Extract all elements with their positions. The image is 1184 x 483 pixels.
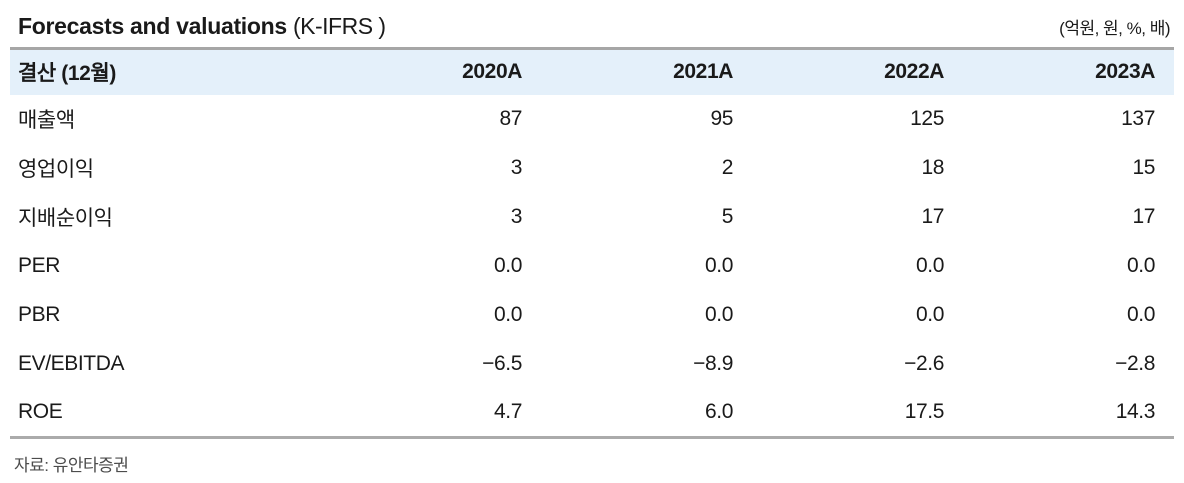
column-header-2022a: 2022A bbox=[884, 60, 944, 84]
table-title: Forecasts and valuations (K-IFRS ) bbox=[18, 13, 386, 40]
cell-value: 0.0 bbox=[916, 303, 944, 326]
cell-value: 15 bbox=[1132, 156, 1155, 179]
table-row: 매출액 87 95 125 137 bbox=[10, 95, 1174, 144]
cell-value: 2 bbox=[721, 156, 734, 179]
cell-value: 0.0 bbox=[705, 303, 733, 326]
cell-value: 0.0 bbox=[916, 254, 944, 277]
table-row: ROE 4.7 6.0 17.5 14.3 bbox=[10, 389, 1174, 438]
table-row: PBR 0.0 0.0 0.0 0.0 bbox=[10, 291, 1174, 340]
cell-value: 87 bbox=[499, 107, 522, 130]
table-row: EV/EBITDA −6.5 −8.9 −2.6 −2.8 bbox=[10, 340, 1174, 389]
cell-value: −8.9 bbox=[693, 352, 733, 375]
table-row: 지배순이익 3 5 17 17 bbox=[10, 193, 1174, 242]
row-label: 영업이익 bbox=[18, 158, 94, 181]
cell-value: 17 bbox=[1132, 205, 1155, 228]
cell-value: 0.0 bbox=[494, 303, 522, 326]
table-title-main: Forecasts and valuations bbox=[18, 13, 293, 39]
table-titlebar: Forecasts and valuations (K-IFRS ) (억원, … bbox=[0, 0, 1184, 47]
cell-value: 0.0 bbox=[1127, 303, 1155, 326]
cell-value: −2.6 bbox=[904, 352, 944, 375]
column-header-2021a: 2021A bbox=[673, 60, 733, 84]
cell-value: 137 bbox=[1121, 107, 1155, 130]
cell-value: 14.3 bbox=[1115, 400, 1156, 424]
row-label: 지배순이익 bbox=[18, 207, 113, 230]
source-note: 자료: 유안타증권 bbox=[14, 456, 129, 475]
row-label: PBR bbox=[18, 303, 60, 326]
cell-value: 3 bbox=[510, 205, 523, 228]
table-row: 영업이익 3 2 18 15 bbox=[10, 144, 1174, 193]
cell-value: 18 bbox=[921, 156, 944, 179]
row-label: 매출액 bbox=[18, 109, 75, 132]
cell-value: −6.5 bbox=[482, 352, 522, 375]
cell-value: −2.8 bbox=[1115, 352, 1155, 375]
cell-value: 17.5 bbox=[904, 400, 945, 424]
table-row: PER 0.0 0.0 0.0 0.0 bbox=[10, 242, 1174, 291]
row-label: PER bbox=[18, 254, 60, 277]
cell-value: 0.0 bbox=[494, 254, 522, 277]
row-label: EV/EBITDA bbox=[18, 352, 125, 375]
cell-value: 6.0 bbox=[705, 400, 733, 424]
table-header-row: 결산 (12월) 2020A 2021A 2022A 2023A bbox=[10, 48, 1174, 95]
units-note: (억원, 원, %, 배) bbox=[1059, 19, 1170, 38]
forecasts-table: 결산 (12월) 2020A 2021A 2022A 2023A 매출액 87 … bbox=[10, 47, 1174, 439]
cell-value: 5 bbox=[721, 205, 734, 228]
table-title-standard: (K-IFRS ) bbox=[292, 13, 386, 39]
cell-value: 95 bbox=[710, 107, 733, 130]
row-label: ROE bbox=[18, 400, 63, 424]
cell-value: 17 bbox=[921, 205, 944, 228]
column-header-2023a: 2023A bbox=[1095, 60, 1155, 84]
cell-value: 0.0 bbox=[1127, 254, 1155, 277]
cell-value: 4.7 bbox=[494, 400, 522, 424]
cell-value: 3 bbox=[510, 156, 523, 179]
cell-value: 0.0 bbox=[705, 254, 733, 277]
column-header-label: 결산 (12월) bbox=[18, 62, 116, 86]
cell-value: 125 bbox=[910, 107, 944, 130]
column-header-2020a: 2020A bbox=[462, 60, 522, 84]
forecasts-table-wrap: 결산 (12월) 2020A 2021A 2022A 2023A 매출액 87 … bbox=[10, 47, 1174, 439]
